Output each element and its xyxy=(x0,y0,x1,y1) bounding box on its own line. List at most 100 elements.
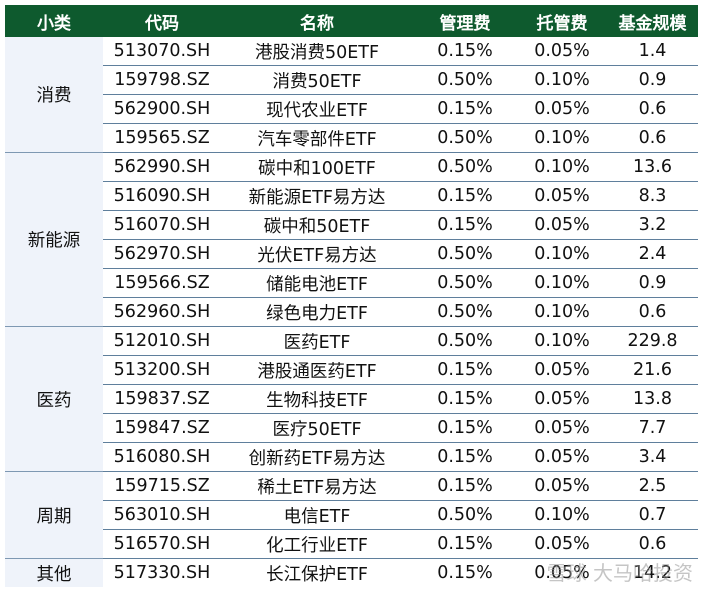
custody-fee-cell: 0.05% xyxy=(517,384,607,414)
mgmt-fee-cell: 0.50% xyxy=(413,326,517,356)
mgmt-fee-cell: 0.50% xyxy=(413,500,517,530)
fund-size-cell: 229.8 xyxy=(607,326,698,356)
fund-name-cell: 碳中和50ETF xyxy=(221,210,413,240)
fund-name-cell: 现代农业ETF xyxy=(221,94,413,124)
fund-name-cell: 医疗50ETF xyxy=(221,413,413,443)
fund-name-cell: 化工行业ETF xyxy=(221,529,413,559)
fund-size-cell: 0.9 xyxy=(607,268,698,298)
table-row: 周期 159715.SZ 稀土ETF易方达 0.15% 0.05% 2.5 xyxy=(5,471,698,559)
custody-fee-cell: 0.10% xyxy=(517,500,607,530)
header-custody-fee: 托管费 xyxy=(517,5,607,37)
fund-code-cell: 159847.SZ xyxy=(103,413,221,443)
category-cell: 医药 xyxy=(5,326,103,472)
custody-fee-cell: 0.05% xyxy=(517,471,607,501)
custody-fee-cell: 0.05% xyxy=(517,413,607,443)
fund-name-cell: 港股通医药ETF xyxy=(221,355,413,385)
custody-fee-cell: 0.10% xyxy=(517,326,607,356)
mgmt-fee-cell: 0.50% xyxy=(413,268,517,298)
fund-size-cell: 2.4 xyxy=(607,239,698,269)
mgmt-fee-cell: 0.50% xyxy=(413,152,517,182)
custody-fee-cell: 0.05% xyxy=(517,529,607,559)
table-row: 562970.SH 光伏ETF易方达 0.50% 0.10% 2.4 xyxy=(5,239,698,269)
table-row: 医药 512010.SH 医药ETF 0.50% 0.10% 229.8 xyxy=(5,326,698,472)
fund-name-cell: 港股消费50ETF xyxy=(221,37,413,66)
custody-fee-cell: 0.10% xyxy=(517,123,607,153)
fund-code-cell: 159798.SZ xyxy=(103,65,221,95)
header-name: 名称 xyxy=(221,5,413,37)
category-cell: 其他 xyxy=(5,558,103,587)
fund-code-cell: 563010.SH xyxy=(103,500,221,530)
table-row: 562960.SH 绿色电力ETF 0.50% 0.10% 0.6 xyxy=(5,297,698,327)
fund-code-cell: 516070.SH xyxy=(103,210,221,240)
fund-code-cell: 513070.SH xyxy=(103,37,221,66)
fund-size-cell: 7.7 xyxy=(607,413,698,443)
custody-fee-cell: 0.10% xyxy=(517,65,607,95)
mgmt-fee-cell: 0.50% xyxy=(413,239,517,269)
fund-code-cell: 517330.SH xyxy=(103,558,221,587)
fund-name-cell: 消费50ETF xyxy=(221,65,413,95)
fund-name-cell: 医药ETF xyxy=(221,326,413,356)
header-row: 小类 代码 名称 管理费 托管费 基金规模 xyxy=(5,5,698,37)
fund-name-cell: 电信ETF xyxy=(221,500,413,530)
table-row: 516090.SH 新能源ETF易方达 0.15% 0.05% 8.3 xyxy=(5,181,698,211)
fund-size-cell: 1.4 xyxy=(607,37,698,66)
table-body: 消费 513070.SH 港股消费50ETF 0.15% 0.05% 1.4 159798.… xyxy=(5,37,698,587)
category-cell: 周期 xyxy=(5,471,103,559)
fund-code-cell: 562970.SH xyxy=(103,239,221,269)
fund-code-cell: 159837.SZ xyxy=(103,384,221,414)
fund-size-cell: 3.2 xyxy=(607,210,698,240)
custody-fee-cell: 0.05% xyxy=(517,558,607,587)
table-row: 159565.SZ 汽车零部件ETF 0.50% 0.10% 0.6 xyxy=(5,123,698,153)
table-row: 159798.SZ 消费50ETF 0.50% 0.10% 0.9 xyxy=(5,65,698,95)
mgmt-fee-cell: 0.15% xyxy=(413,210,517,240)
header-fund-size: 基金规模 xyxy=(607,5,698,37)
table-row: 563010.SH 电信ETF 0.50% 0.10% 0.7 xyxy=(5,500,698,530)
fund-size-cell: 13.8 xyxy=(607,384,698,414)
fund-name-cell: 稀土ETF易方达 xyxy=(221,471,413,501)
mgmt-fee-cell: 0.15% xyxy=(413,355,517,385)
fund-name-cell: 储能电池ETF xyxy=(221,268,413,298)
header-code: 代码 xyxy=(103,5,221,37)
table-row: 562900.SH 现代农业ETF 0.15% 0.05% 0.6 xyxy=(5,94,698,124)
fund-name-cell: 新能源ETF易方达 xyxy=(221,181,413,211)
custody-fee-cell: 0.05% xyxy=(517,210,607,240)
mgmt-fee-cell: 0.15% xyxy=(413,384,517,414)
mgmt-fee-cell: 0.15% xyxy=(413,558,517,587)
mgmt-fee-cell: 0.15% xyxy=(413,442,517,472)
fund-size-cell: 0.6 xyxy=(607,94,698,124)
fund-size-cell: 0.7 xyxy=(607,500,698,530)
table-row: 消费 513070.SH 港股消费50ETF 0.15% 0.05% 1.4 xyxy=(5,37,698,153)
category-cell: 新能源 xyxy=(5,152,103,327)
fund-size-cell: 14.2 xyxy=(607,558,698,587)
fund-code-cell: 513200.SH xyxy=(103,355,221,385)
table-row: 516080.SH 创新药ETF易方达 0.15% 0.05% 3.4 xyxy=(5,442,698,472)
table-row: 516570.SH 化工行业ETF 0.15% 0.05% 0.6 xyxy=(5,529,698,559)
fund-size-cell: 0.6 xyxy=(607,297,698,327)
table-row: 新能源 562990.SH 碳中和100ETF 0.50% 0.10% 13.6 xyxy=(5,152,698,327)
fund-name-cell: 汽车零部件ETF xyxy=(221,123,413,153)
fund-code-cell: 516570.SH xyxy=(103,529,221,559)
header-mgmt-fee: 管理费 xyxy=(413,5,517,37)
header-category: 小类 xyxy=(5,5,103,37)
fund-code-cell: 562900.SH xyxy=(103,94,221,124)
fund-code-cell: 562990.SH xyxy=(103,152,221,182)
fund-name-cell: 碳中和100ETF xyxy=(221,152,413,182)
fund-code-cell: 516090.SH xyxy=(103,181,221,211)
custody-fee-cell: 0.10% xyxy=(517,152,607,182)
table-row: 516070.SH 碳中和50ETF 0.15% 0.05% 3.2 xyxy=(5,210,698,240)
fund-name-cell: 长江保护ETF xyxy=(221,558,413,587)
mgmt-fee-cell: 0.15% xyxy=(413,413,517,443)
custody-fee-cell: 0.05% xyxy=(517,181,607,211)
fund-code-cell: 159565.SZ xyxy=(103,123,221,153)
custody-fee-cell: 0.05% xyxy=(517,37,607,66)
mgmt-fee-cell: 0.15% xyxy=(413,181,517,211)
fund-size-cell: 13.6 xyxy=(607,152,698,182)
fund-code-cell: 562960.SH xyxy=(103,297,221,327)
custody-fee-cell: 0.05% xyxy=(517,442,607,472)
fund-code-cell: 512010.SH xyxy=(103,326,221,356)
fund-code-cell: 159566.SZ xyxy=(103,268,221,298)
table-row: 159847.SZ 医疗50ETF 0.15% 0.05% 7.7 xyxy=(5,413,698,443)
mgmt-fee-cell: 0.50% xyxy=(413,297,517,327)
mgmt-fee-cell: 0.15% xyxy=(413,37,517,66)
